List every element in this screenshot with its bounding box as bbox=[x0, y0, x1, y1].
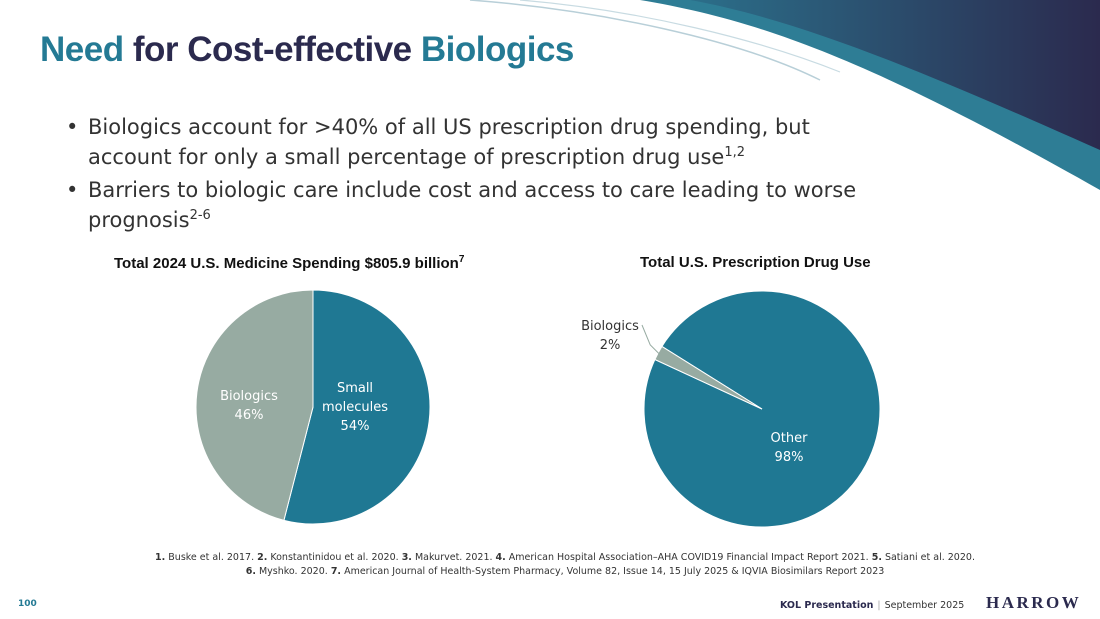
reference-number: 7. bbox=[330, 566, 342, 577]
bullet-item: Biologics account for >40% of all US pre… bbox=[66, 115, 866, 170]
reference-number: 1. bbox=[155, 552, 166, 563]
reference-text: Myshko. 2020. bbox=[255, 566, 331, 577]
pie-slice-biologics bbox=[195, 289, 314, 521]
reference-text: Konstantinidou et al. 2020. bbox=[267, 552, 402, 563]
references: 1. Buske et al. 2017. 2. Konstantinidou … bbox=[150, 551, 980, 579]
page-title: Need for Cost-effective Biologics bbox=[40, 30, 574, 69]
reference-text: Satiani et al. 2020. bbox=[881, 552, 975, 563]
page-number: 100 bbox=[18, 599, 37, 609]
reference-number: 5. bbox=[871, 552, 882, 563]
data-label: Small molecules 54% bbox=[322, 381, 388, 434]
reference-number: 4. bbox=[495, 552, 506, 563]
reference-text: American Hospital Association–AHA COVID1… bbox=[505, 552, 872, 563]
leader-line bbox=[641, 324, 662, 357]
data-label: Biologics 2% bbox=[581, 319, 639, 353]
chart-title-spending: Total 2024 U.S. Medicine Spending $805.9… bbox=[114, 254, 465, 272]
reference-number: 3. bbox=[401, 552, 412, 563]
bullet-item: Barriers to biologic care include cost a… bbox=[66, 178, 866, 233]
chart-title-use: Total U.S. Prescription Drug Use bbox=[640, 254, 871, 271]
pie-slice-small-molecules bbox=[283, 289, 431, 525]
reference-text: American Journal of Health-System Pharma… bbox=[341, 566, 885, 577]
reference-number: 2. bbox=[257, 552, 268, 563]
data-label: Biologics 46% bbox=[220, 389, 278, 423]
reference-text: Buske et al. 2017. bbox=[165, 552, 258, 563]
bullet-list: Biologics account for >40% of all US pre… bbox=[66, 115, 866, 241]
harrow-logo: HARROW bbox=[986, 593, 1082, 612]
data-label: Other 98% bbox=[771, 431, 809, 465]
reference-number: 6. bbox=[245, 566, 256, 577]
reference-text: Makurvet. 2021. bbox=[411, 552, 496, 563]
footer-text: KOL Presentation | September 2025 bbox=[780, 600, 965, 611]
